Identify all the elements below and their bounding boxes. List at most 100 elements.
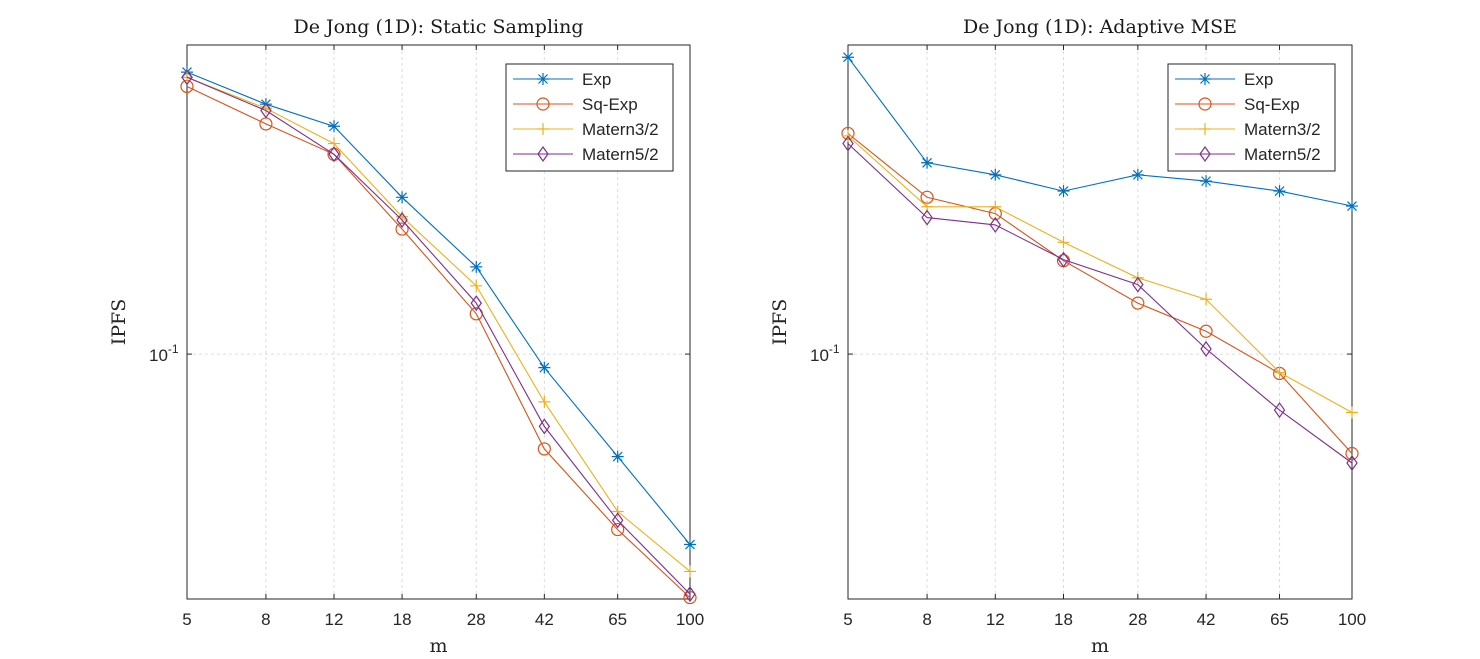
data-point-marker [327, 120, 340, 133]
axes-box [847, 44, 1353, 600]
x-tick-label: 100 [1338, 610, 1366, 629]
data-point-marker [989, 168, 1002, 181]
x-tick-label: 42 [535, 610, 554, 629]
legend-marker [1199, 145, 1211, 163]
data-point-marker [684, 565, 696, 578]
data-point-marker [260, 102, 272, 119]
axes-box [186, 44, 691, 600]
data-point-marker [989, 200, 1002, 213]
chart-title: De Jong (1D): Adaptive MSE [963, 16, 1237, 38]
y-tick-label: 10-1 [810, 342, 840, 365]
data-point-marker [684, 538, 696, 551]
data-point-marker [842, 51, 854, 64]
data-point-marker [1200, 340, 1212, 357]
data-point-marker [1273, 402, 1286, 419]
x-tick-label: 5 [182, 610, 191, 629]
x-axis-title: m [429, 635, 447, 657]
data-point-marker [921, 209, 933, 226]
x-tick-label: 8 [261, 610, 270, 629]
x-tick-label: 5 [843, 610, 852, 629]
x-tick-label: 18 [1054, 610, 1073, 629]
legend-marker [1199, 73, 1211, 85]
legend-marker [537, 73, 549, 85]
data-point-marker [1131, 168, 1144, 181]
legend-entry: Sq-Exp [1175, 95, 1300, 114]
chart-panel-1: 5 8 12 18 28 42 65 100 10-1 De Jong (1D): Static … [108, 16, 704, 657]
legend-label: Exp [1244, 70, 1273, 89]
data-point-marker [611, 512, 624, 529]
y-axis-title: IPFS [769, 299, 791, 346]
data-point-marker [989, 216, 1002, 233]
x-tick-label: 28 [1128, 610, 1147, 629]
legend-box [1167, 63, 1336, 172]
legend-label: Matern3/2 [582, 120, 659, 139]
legend: Exp Sq-Exp Matern3/2 Matern5/2 [505, 63, 674, 172]
data-point-marker [684, 586, 696, 603]
data-point-marker [1346, 406, 1358, 419]
x-tick-label: 100 [676, 610, 704, 629]
data-point-marker [1057, 251, 1070, 268]
data-point-marker [1345, 446, 1359, 461]
legend-entry: Sq-Exp [513, 95, 638, 114]
series-line [847, 143, 1353, 464]
data-point-marker [1057, 236, 1070, 249]
data-point-marker [611, 505, 624, 518]
data-point-marker [1132, 276, 1144, 293]
legend-entry: Exp [513, 70, 611, 89]
legend-label: Exp [582, 70, 611, 89]
legend-marker [536, 97, 550, 111]
data-point-marker [328, 146, 340, 163]
data-point-marker [1346, 200, 1358, 213]
x-tick-label: 42 [1197, 610, 1216, 629]
series-line [186, 86, 691, 599]
data-point-marker [470, 295, 482, 312]
series-line [186, 76, 691, 595]
data-point-marker [611, 450, 624, 463]
legend-entry: Matern5/2 [513, 145, 659, 164]
legend-entry: Matern3/2 [1175, 120, 1321, 139]
data-point-marker [538, 395, 551, 408]
data-point-marker [611, 522, 625, 537]
data-point-marker [1057, 185, 1070, 198]
legend-label: Sq-Exp [582, 95, 638, 114]
legend-marker [1199, 123, 1211, 135]
series-line [186, 76, 691, 572]
data-point-marker [538, 418, 551, 435]
series-line [186, 71, 691, 545]
legend-box [505, 63, 674, 172]
series-line [847, 135, 1353, 413]
data-point-marker [1273, 185, 1286, 198]
data-point-marker [396, 191, 409, 204]
legend-marker [537, 145, 549, 163]
data-point-marker [921, 156, 934, 169]
legend-marker [537, 123, 549, 135]
data-point-marker [842, 135, 854, 152]
x-tick-label: 18 [393, 610, 412, 629]
legend: Exp Sq-Exp Matern3/2 Matern5/2 [1167, 63, 1336, 172]
x-tick-label: 8 [922, 610, 931, 629]
x-tick-label: 65 [1270, 610, 1289, 629]
data-point-marker [470, 279, 483, 292]
x-axis-title: m [1091, 635, 1109, 657]
series-line [847, 56, 1353, 207]
data-point-marker [1200, 293, 1213, 306]
data-point-marker [538, 361, 551, 374]
data-point-marker [1199, 324, 1213, 338]
legend-entry: Matern5/2 [1175, 145, 1321, 164]
y-tick-label: 10-1 [149, 342, 179, 365]
x-tick-label: 12 [325, 610, 344, 629]
x-tick-label: 28 [467, 610, 486, 629]
data-point-marker [395, 222, 409, 236]
legend-label: Matern5/2 [1244, 145, 1321, 164]
legend-label: Matern5/2 [582, 145, 659, 164]
series-line [847, 133, 1353, 454]
chart-title: De Jong (1D): Static Sampling [293, 16, 583, 38]
legend-marker [1198, 97, 1212, 111]
legend-entry: Exp [1175, 70, 1273, 89]
data-point-marker [181, 69, 193, 86]
chart-panel-2: 5 8 12 18 28 42 65 100 10-1 De Jong (1D): Adaptiv… [769, 16, 1366, 657]
data-point-marker [470, 260, 483, 273]
legend-label: Matern3/2 [1244, 120, 1321, 139]
data-point-marker [1273, 366, 1286, 379]
